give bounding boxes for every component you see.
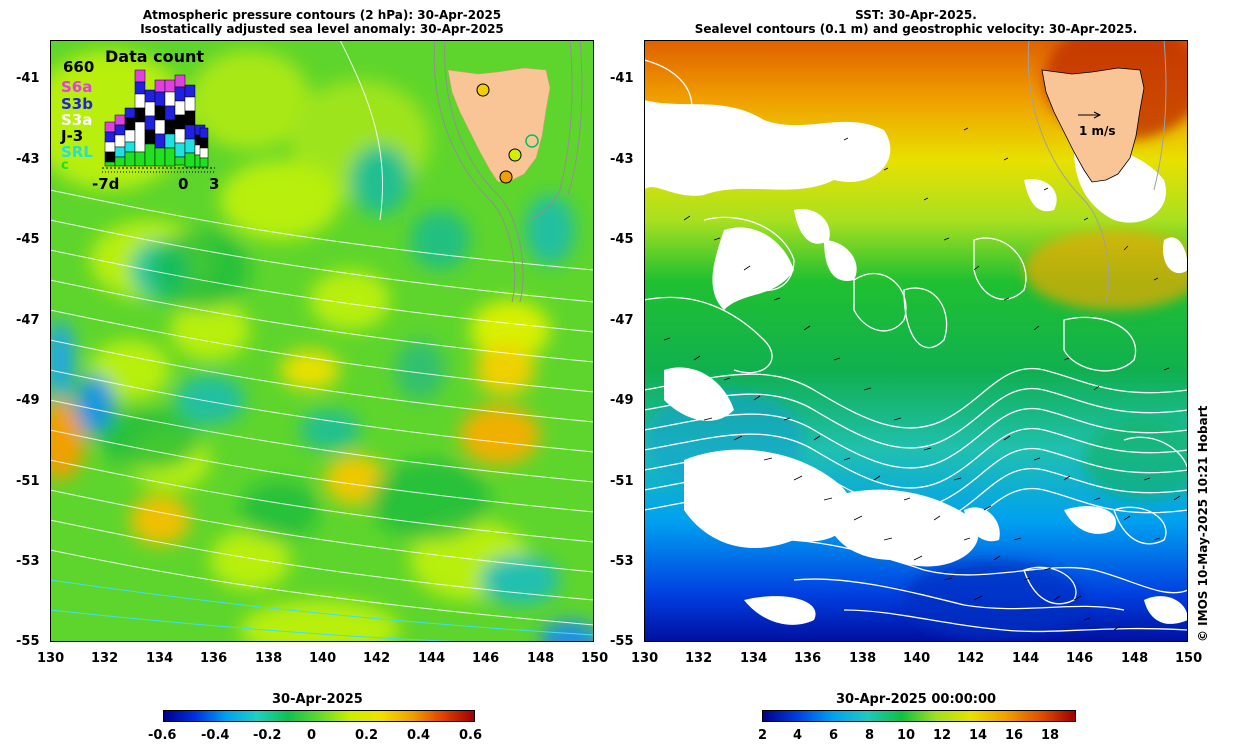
x-tick-label: 144 bbox=[1012, 651, 1040, 666]
x-tick-label: 138 bbox=[255, 651, 283, 666]
velocity-vectors bbox=[663, 127, 1181, 631]
y-tick-label: -55 bbox=[610, 634, 634, 649]
x-tick-label: 138 bbox=[849, 651, 877, 666]
x-tick-label: 130 bbox=[37, 651, 65, 666]
left-title-line1: Atmospheric pressure contours (2 hPa): 3… bbox=[142, 8, 502, 22]
left-panel-title: Atmospheric pressure contours (2 hPa): 3… bbox=[50, 8, 594, 36]
histogram-bars bbox=[104, 69, 209, 168]
x-tick-label: 144 bbox=[418, 651, 446, 666]
x-tick-label: 148 bbox=[1121, 651, 1149, 666]
tide-gauge-marker[interactable] bbox=[525, 134, 539, 148]
y-tick-label: -55 bbox=[16, 634, 40, 649]
colorbar-tick-label: 0 bbox=[307, 728, 317, 743]
sla-map-panel[interactable]: Data count 660 S6a S3b S3a J-3 SRL c -7d… bbox=[50, 40, 594, 642]
colorbar-tick-label: 10 bbox=[897, 728, 916, 743]
sealevel-contours bbox=[644, 59, 1188, 633]
data-count-inset: Data count 660 S6a S3b S3a J-3 SRL c -7d… bbox=[50, 40, 220, 193]
colorbar-tick-label: 8 bbox=[865, 728, 875, 743]
sla-colorbar bbox=[163, 710, 475, 722]
colorbar-tick-label: 12 bbox=[933, 728, 952, 743]
colorbar-tick-label: 0.6 bbox=[459, 728, 483, 743]
x-tick-label: 136 bbox=[794, 651, 822, 666]
colorbar-tick-label: -0.4 bbox=[201, 728, 230, 743]
y-tick-label: -41 bbox=[610, 71, 634, 86]
sla-anomaly-field bbox=[50, 50, 594, 642]
y-tick-label: -49 bbox=[16, 393, 40, 408]
y-tick-label: -45 bbox=[16, 232, 40, 247]
y-tick-label: -49 bbox=[610, 393, 634, 408]
inset-x-label-start: -7d bbox=[92, 175, 120, 193]
cloud-mask bbox=[644, 100, 1188, 625]
vector-scale-arrow bbox=[1078, 111, 1102, 119]
x-tick-label: 132 bbox=[91, 651, 119, 666]
x-tick-label: 150 bbox=[1175, 651, 1203, 666]
inset-x-label-zero: 0 bbox=[178, 175, 189, 193]
sst-colorbar-title: 30-Apr-2025 00:00:00 bbox=[836, 692, 997, 707]
inset-title: Data count bbox=[105, 47, 204, 66]
tide-gauge-marker[interactable] bbox=[499, 170, 513, 184]
right-title-line1: SST: 30-Apr-2025. bbox=[855, 8, 977, 22]
y-tick-label: -47 bbox=[610, 313, 634, 328]
vector-scale-label: 1 m/s bbox=[1079, 124, 1116, 138]
y-tick-label: -47 bbox=[16, 313, 40, 328]
x-tick-label: 140 bbox=[903, 651, 931, 666]
sst-tasmania-landmass bbox=[1041, 67, 1145, 183]
tasmania-landmass bbox=[447, 67, 551, 183]
imos-credit: © IMOS 10-May-2025 10:21 Hobart bbox=[1196, 405, 1210, 642]
x-tick-label: 150 bbox=[581, 651, 609, 666]
x-tick-label: 148 bbox=[527, 651, 555, 666]
x-tick-label: 142 bbox=[957, 651, 985, 666]
data-count-histogram bbox=[102, 69, 215, 173]
mission-label-c: c bbox=[61, 158, 69, 173]
x-tick-label: 130 bbox=[631, 651, 659, 666]
right-panel-title: SST: 30-Apr-2025. Sealevel contours (0.1… bbox=[644, 8, 1188, 36]
pressure-contours bbox=[50, 40, 594, 626]
x-tick-label: 140 bbox=[309, 651, 337, 666]
sst-bathymetry-contours bbox=[1027, 40, 1167, 303]
inset-x-label-end: 3 bbox=[209, 175, 220, 193]
colorbar-tick-label: 6 bbox=[829, 728, 839, 743]
colorbar-tick-label: 16 bbox=[1005, 728, 1024, 743]
left-title-line2: Isostatically adjusted sea level anomaly… bbox=[140, 22, 504, 36]
colorbar-tick-label: 18 bbox=[1041, 728, 1060, 743]
mission-label-srl: SRL bbox=[61, 143, 93, 161]
sst-map-panel[interactable]: 1 m/s bbox=[644, 40, 1188, 642]
y-tick-label: -43 bbox=[16, 152, 40, 167]
colorbar-tick-label: -0.6 bbox=[148, 728, 177, 743]
x-tick-label: 134 bbox=[740, 651, 768, 666]
y-tick-label: -45 bbox=[610, 232, 634, 247]
colorbar-tick-label: 14 bbox=[969, 728, 988, 743]
x-tick-label: 146 bbox=[472, 651, 500, 666]
pressure-contours-low bbox=[50, 579, 594, 642]
sla-map bbox=[50, 40, 594, 642]
inset-max-count: 660 bbox=[63, 58, 95, 76]
right-title-line2: Sealevel contours (0.1 m) and geostrophi… bbox=[694, 22, 1138, 36]
y-tick-label: -53 bbox=[610, 554, 634, 569]
mission-label-s3b: S3b bbox=[61, 95, 93, 113]
y-tick-label: -51 bbox=[16, 474, 40, 489]
colorbar-tick-label: 4 bbox=[793, 728, 803, 743]
mission-label-s3a: S3a bbox=[61, 111, 93, 129]
x-tick-label: 146 bbox=[1066, 651, 1094, 666]
x-tick-label: 132 bbox=[685, 651, 713, 666]
sst-map bbox=[644, 40, 1188, 642]
colorbar-tick-label: -0.2 bbox=[253, 728, 282, 743]
y-tick-label: -43 bbox=[610, 152, 634, 167]
tide-gauge-marker[interactable] bbox=[508, 148, 522, 162]
x-tick-label: 134 bbox=[146, 651, 174, 666]
sla-colorbar-title: 30-Apr-2025 bbox=[272, 692, 363, 707]
mission-label-j3: J-3 bbox=[61, 127, 84, 145]
y-tick-label: -53 bbox=[16, 554, 40, 569]
colorbar-tick-label: 0.4 bbox=[407, 728, 431, 743]
colorbar-tick-label: 2 bbox=[758, 728, 768, 743]
bathymetry-contours bbox=[433, 40, 583, 303]
tide-gauge-marker[interactable] bbox=[476, 83, 490, 97]
colorbar-tick-label: 0.2 bbox=[355, 728, 379, 743]
y-tick-label: -41 bbox=[16, 71, 40, 86]
mission-label-s6a: S6a bbox=[61, 78, 93, 96]
sst-colorbar bbox=[762, 710, 1076, 722]
x-tick-label: 142 bbox=[363, 651, 391, 666]
x-tick-label: 136 bbox=[200, 651, 228, 666]
y-tick-label: -51 bbox=[610, 474, 634, 489]
